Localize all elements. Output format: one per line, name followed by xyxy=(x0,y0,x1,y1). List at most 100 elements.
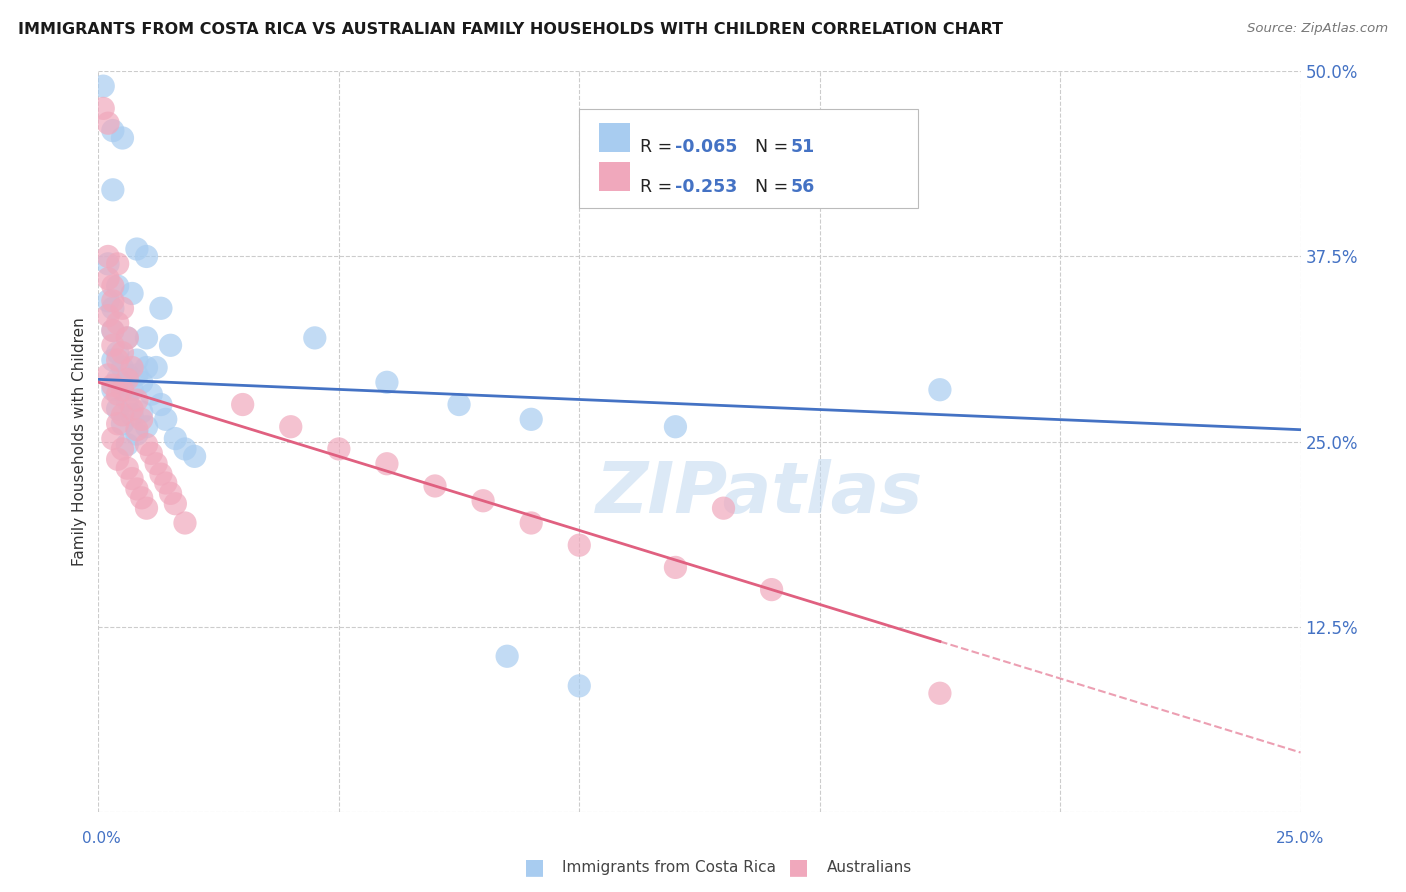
Point xyxy=(149,467,172,482)
Point xyxy=(91,79,114,94)
Point xyxy=(375,376,398,390)
Point xyxy=(101,279,124,293)
Point xyxy=(107,279,129,293)
Point xyxy=(125,368,148,382)
Point xyxy=(111,131,134,145)
Point xyxy=(125,393,148,408)
Text: ■: ■ xyxy=(789,857,808,877)
Text: -0.065: -0.065 xyxy=(675,138,737,156)
Point xyxy=(165,432,187,446)
Point xyxy=(141,387,163,401)
Text: -0.253: -0.253 xyxy=(675,178,737,195)
Text: ZIPatlas: ZIPatlas xyxy=(596,458,924,528)
Point xyxy=(101,301,124,316)
Point xyxy=(125,423,148,437)
Point xyxy=(101,353,124,368)
Point xyxy=(149,301,172,316)
Point xyxy=(135,250,157,264)
Point xyxy=(101,378,124,392)
Point xyxy=(304,331,326,345)
Point xyxy=(111,360,134,375)
Point xyxy=(101,324,124,338)
Point xyxy=(107,387,129,401)
Point xyxy=(111,442,134,456)
Point xyxy=(125,482,148,496)
Point xyxy=(107,417,129,431)
Point xyxy=(135,437,157,451)
Text: 51: 51 xyxy=(790,138,814,156)
Point xyxy=(232,397,254,411)
Text: N =: N = xyxy=(755,178,794,195)
Point xyxy=(101,183,124,197)
Point xyxy=(125,353,148,368)
Point xyxy=(131,376,153,390)
Point xyxy=(97,293,120,308)
Point xyxy=(149,397,172,411)
Point xyxy=(328,442,350,456)
Point xyxy=(183,450,205,464)
Text: N =: N = xyxy=(755,138,794,156)
Point xyxy=(761,582,783,597)
Text: 56: 56 xyxy=(790,178,814,195)
Point xyxy=(121,286,143,301)
Point xyxy=(101,338,124,352)
Text: Australians: Australians xyxy=(827,860,912,874)
Point xyxy=(117,437,139,451)
Point xyxy=(97,116,120,130)
Point xyxy=(111,301,134,316)
Text: ■: ■ xyxy=(524,857,544,877)
Point xyxy=(117,331,139,345)
Text: R =: R = xyxy=(640,138,678,156)
Point xyxy=(159,338,181,352)
Point xyxy=(91,102,114,116)
Point xyxy=(101,293,124,308)
Point xyxy=(111,417,134,431)
Text: 25.0%: 25.0% xyxy=(1277,831,1324,846)
Point xyxy=(125,427,148,442)
Point xyxy=(117,368,139,382)
Point xyxy=(107,257,129,271)
Point xyxy=(117,331,139,345)
Point xyxy=(159,486,181,500)
Text: Immigrants from Costa Rica: Immigrants from Costa Rica xyxy=(562,860,776,874)
Point xyxy=(107,372,129,386)
Point xyxy=(131,412,153,426)
Point xyxy=(568,679,591,693)
Point xyxy=(107,452,129,467)
Point xyxy=(97,271,120,285)
Point xyxy=(664,560,686,574)
Point xyxy=(472,493,495,508)
Point xyxy=(165,497,187,511)
Point xyxy=(101,432,124,446)
Point xyxy=(101,397,124,411)
Point xyxy=(520,516,543,530)
Point xyxy=(111,383,134,397)
Point xyxy=(928,383,950,397)
Point xyxy=(568,538,591,552)
Point xyxy=(375,457,398,471)
Point xyxy=(135,501,157,516)
Point xyxy=(121,360,143,375)
Point xyxy=(135,419,157,434)
Point xyxy=(141,446,163,460)
Point xyxy=(117,461,139,475)
Point xyxy=(121,408,143,422)
Point xyxy=(174,516,197,530)
Point xyxy=(155,412,177,426)
Point xyxy=(97,368,120,382)
Point xyxy=(520,412,543,426)
Point xyxy=(713,501,735,516)
Text: Source: ZipAtlas.com: Source: ZipAtlas.com xyxy=(1247,22,1388,36)
Point xyxy=(131,491,153,505)
Point xyxy=(131,405,153,419)
Point xyxy=(280,419,302,434)
Point xyxy=(97,309,120,323)
Point xyxy=(111,345,134,359)
Point xyxy=(121,401,143,416)
Point xyxy=(121,471,143,485)
Point xyxy=(97,250,120,264)
Point xyxy=(101,383,124,397)
Point xyxy=(174,442,197,456)
Y-axis label: Family Households with Children: Family Households with Children xyxy=(72,318,87,566)
Point xyxy=(107,316,129,330)
